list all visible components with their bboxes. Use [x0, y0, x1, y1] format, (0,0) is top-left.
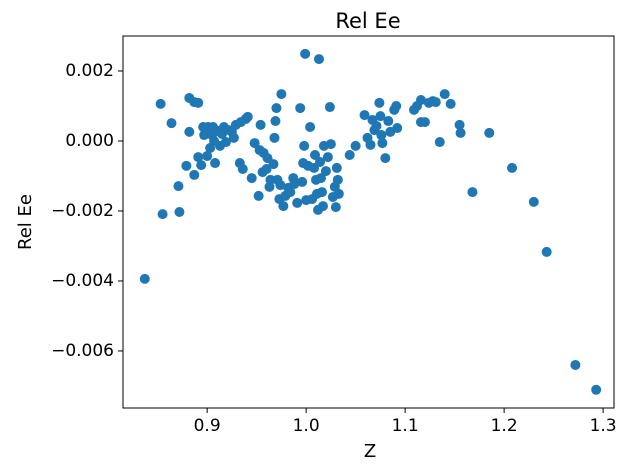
- y-tick-label: −0.004: [51, 271, 114, 291]
- point: [359, 110, 370, 121]
- point: [299, 140, 310, 151]
- x-tick-label: 0.9: [194, 416, 221, 436]
- point: [189, 169, 200, 180]
- point: [528, 196, 539, 207]
- point: [155, 98, 166, 109]
- point: [237, 163, 248, 174]
- point: [278, 201, 289, 212]
- x-axis-label: Z: [364, 441, 376, 462]
- point: [434, 137, 445, 148]
- point: [157, 209, 168, 220]
- point: [507, 162, 518, 173]
- point: [174, 207, 185, 218]
- y-tick-label: 0.000: [65, 131, 114, 151]
- point: [344, 149, 355, 160]
- point: [383, 116, 394, 127]
- x-tick-label: 1.3: [590, 416, 617, 436]
- point: [193, 152, 204, 163]
- point: [275, 180, 286, 191]
- point: [380, 153, 391, 164]
- point: [181, 160, 192, 171]
- point: [320, 166, 331, 177]
- point: [331, 162, 342, 173]
- point: [261, 163, 272, 174]
- point: [315, 173, 326, 184]
- point: [228, 132, 239, 143]
- point: [365, 139, 376, 150]
- point: [210, 158, 221, 169]
- point: [371, 120, 382, 131]
- point: [445, 98, 456, 109]
- point: [392, 123, 403, 134]
- x-tick-label: 1.2: [491, 416, 518, 436]
- point: [271, 103, 282, 114]
- point: [166, 118, 177, 129]
- point: [297, 176, 308, 187]
- point: [322, 152, 333, 163]
- point: [391, 100, 402, 111]
- point: [253, 190, 264, 201]
- point: [415, 95, 426, 106]
- point: [300, 48, 311, 59]
- point: [430, 97, 441, 108]
- y-axis-label: Rel Ee: [15, 194, 36, 250]
- point: [289, 179, 300, 190]
- point: [316, 187, 327, 198]
- point: [139, 273, 150, 284]
- point: [317, 201, 328, 212]
- point: [199, 130, 210, 141]
- x-tick-label: 1.1: [392, 416, 419, 436]
- point: [324, 102, 335, 113]
- plot-frame: [122, 35, 615, 409]
- y-tick-label: 0.002: [65, 61, 114, 81]
- point: [193, 97, 204, 108]
- point: [455, 127, 466, 138]
- point: [375, 111, 386, 122]
- y-tick-label: −0.002: [51, 201, 114, 221]
- point: [467, 187, 478, 198]
- point: [249, 138, 260, 149]
- point: [292, 197, 303, 208]
- point: [173, 181, 184, 192]
- point: [265, 174, 276, 185]
- point: [454, 119, 465, 130]
- point: [220, 137, 231, 148]
- point: [314, 54, 325, 65]
- point: [270, 116, 281, 127]
- point: [255, 119, 266, 130]
- point: [269, 132, 280, 143]
- point: [439, 89, 450, 100]
- point: [314, 156, 325, 167]
- point: [184, 126, 195, 137]
- y-tick-label: −0.006: [51, 341, 114, 361]
- point: [202, 151, 213, 162]
- point: [419, 117, 430, 128]
- point: [242, 111, 253, 122]
- point: [305, 121, 316, 132]
- point: [570, 359, 581, 370]
- point: [268, 159, 279, 170]
- point: [332, 174, 343, 185]
- chart-title: Rel Ee: [335, 9, 400, 33]
- point: [310, 149, 321, 160]
- point: [591, 384, 602, 395]
- point: [376, 130, 387, 141]
- point: [276, 89, 287, 100]
- point: [285, 187, 296, 198]
- point: [196, 160, 207, 171]
- point: [377, 138, 388, 149]
- point: [333, 188, 344, 199]
- point: [295, 103, 306, 114]
- point: [246, 173, 257, 184]
- point: [350, 140, 361, 151]
- point: [325, 139, 336, 150]
- point: [541, 246, 552, 257]
- x-tick-label: 1.0: [293, 416, 320, 436]
- point: [330, 202, 341, 213]
- point: [484, 127, 495, 138]
- point: [374, 97, 385, 108]
